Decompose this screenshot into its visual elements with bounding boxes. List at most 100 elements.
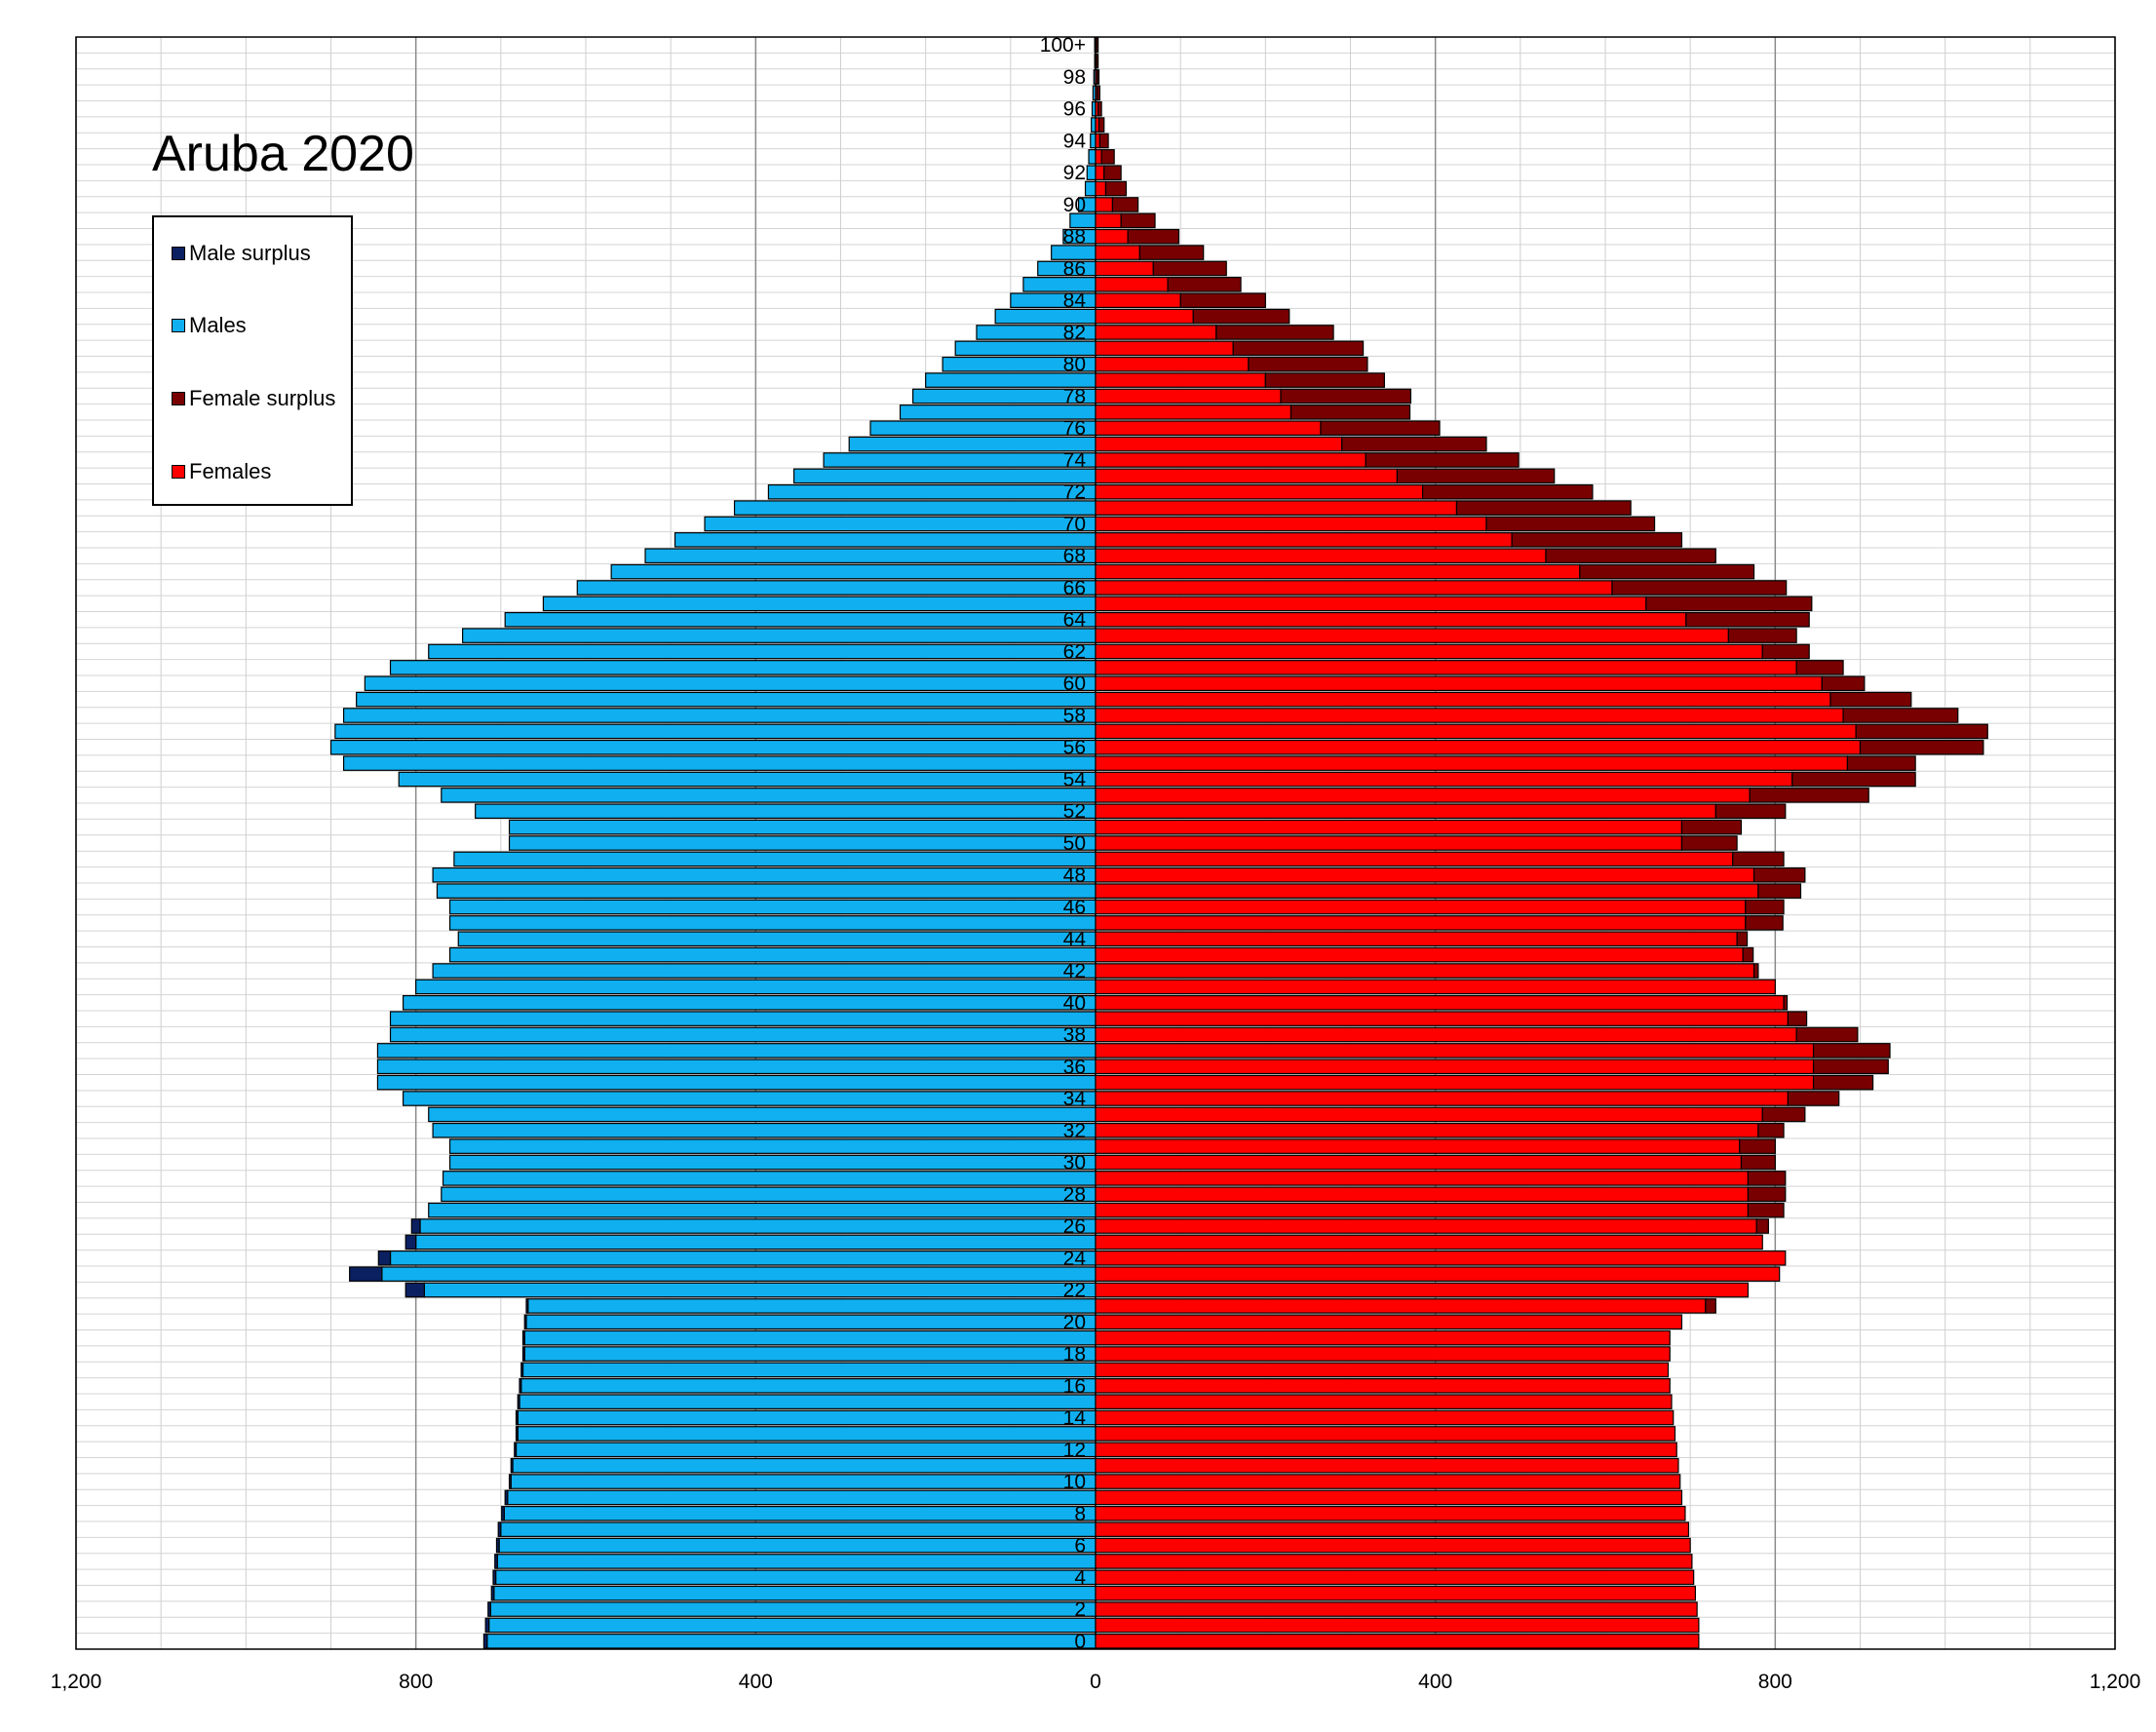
bar-male-surplus <box>492 1569 497 1586</box>
bar-female-surplus <box>1855 723 1988 740</box>
bar-male <box>442 1171 1097 1186</box>
age-tick-label: 34 <box>1063 1088 1087 1110</box>
bar-female <box>1095 516 1487 532</box>
age-tick-label: 62 <box>1063 640 1086 663</box>
age-tick-label: 90 <box>1063 194 1086 216</box>
bar-male-surplus <box>349 1266 383 1282</box>
bar-male <box>428 1106 1097 1123</box>
bar-female <box>1095 228 1129 245</box>
bar-male <box>1084 180 1097 197</box>
bar-female <box>1095 691 1831 708</box>
bar-female <box>1095 1043 1815 1058</box>
bar-female <box>1095 1074 1815 1091</box>
bar-female-surplus <box>1097 100 1102 117</box>
bar-female-surplus <box>1795 660 1844 675</box>
age-tick-label: 86 <box>1063 257 1086 280</box>
bar-male <box>520 1378 1097 1394</box>
bar-female <box>1095 548 1547 564</box>
bar-female <box>1095 628 1729 643</box>
age-tick-label: 40 <box>1063 992 1086 1015</box>
bar-male <box>488 1617 1097 1634</box>
bar-male <box>792 468 1097 484</box>
x-tick-label: 400 <box>739 1671 773 1693</box>
bar-female <box>1095 723 1857 740</box>
bar-male <box>848 436 1097 452</box>
bar-male <box>389 660 1097 675</box>
bar-male <box>504 611 1097 628</box>
age-tick-label: 12 <box>1063 1439 1086 1461</box>
bar-female <box>1095 165 1105 180</box>
bar-female <box>1095 180 1107 197</box>
bar-female-surplus <box>1167 277 1242 292</box>
bar-female-surplus <box>1821 675 1866 692</box>
bar-female <box>1095 260 1154 277</box>
age-tick-label: 98 <box>1063 66 1086 89</box>
bar-female <box>1095 1266 1781 1282</box>
bar-female <box>1095 771 1793 788</box>
bar-female-surplus <box>1096 53 1099 69</box>
legend-swatch-males <box>172 319 185 332</box>
bar-female-surplus <box>1757 1122 1785 1138</box>
bar-male-surplus <box>410 1218 421 1234</box>
age-tick-label: 54 <box>1063 768 1087 790</box>
bar-male <box>342 708 1097 723</box>
bar-female-surplus <box>1645 596 1813 612</box>
bar-female <box>1095 388 1282 404</box>
bar-male-surplus <box>519 1378 522 1394</box>
bar-female-surplus <box>1812 1058 1889 1075</box>
bar-female <box>1095 197 1114 212</box>
bar-female <box>1095 452 1367 468</box>
age-tick-label: 78 <box>1063 385 1086 407</box>
age-tick-label: 10 <box>1063 1471 1086 1493</box>
bar-male <box>517 1409 1097 1426</box>
bar-female-surplus <box>1846 755 1916 771</box>
age-tick-label: 24 <box>1063 1248 1087 1270</box>
bar-female <box>1095 675 1823 692</box>
age-tick-label: 38 <box>1063 1024 1086 1047</box>
age-tick-label: 76 <box>1063 417 1086 440</box>
bar-female-surplus <box>1747 1202 1785 1218</box>
bar-female-surplus <box>1732 851 1785 867</box>
age-tick-label: 58 <box>1063 705 1086 727</box>
bar-male <box>1090 133 1097 149</box>
bar-female <box>1095 1569 1695 1586</box>
age-tick-label: 36 <box>1063 1056 1086 1078</box>
age-tick-label: 94 <box>1063 130 1087 152</box>
bar-male <box>576 580 1097 596</box>
bar-female <box>1095 946 1744 963</box>
age-tick-label: 22 <box>1063 1280 1086 1302</box>
bar-female-surplus <box>1812 1043 1891 1058</box>
bar-female <box>1095 1489 1683 1506</box>
bar-male <box>462 628 1097 643</box>
bar-female-surplus <box>1215 325 1334 340</box>
bar-female-surplus <box>1736 931 1749 947</box>
age-tick-label: 80 <box>1063 354 1086 376</box>
legend-item-female-surplus: Female surplus <box>172 386 335 411</box>
x-tick-label: 400 <box>1418 1671 1452 1693</box>
bar-female-surplus <box>1745 899 1785 915</box>
age-tick-label: 84 <box>1063 289 1087 312</box>
bar-female <box>1095 708 1844 723</box>
age-tick-label: 20 <box>1063 1311 1086 1333</box>
bar-male <box>523 1346 1097 1362</box>
legend-swatch-female-surplus <box>172 392 185 405</box>
age-tick-label: 100+ <box>1040 34 1086 57</box>
bar-female <box>1095 963 1755 979</box>
x-tick-label: 1,200 <box>51 1671 102 1693</box>
bar-female <box>1095 468 1399 484</box>
age-tick-label: 68 <box>1063 545 1086 567</box>
bar-female <box>1095 851 1734 867</box>
age-tick-label: 0 <box>1074 1631 1086 1653</box>
bar-male <box>364 675 1097 692</box>
bar-male <box>512 1457 1097 1474</box>
age-tick-label: 16 <box>1063 1375 1086 1398</box>
bar-male <box>1091 117 1097 133</box>
bar-male <box>823 452 1097 468</box>
bar-female <box>1095 1202 1750 1218</box>
bar-female-surplus <box>1752 963 1759 979</box>
bar-female <box>1095 788 1751 803</box>
bar-female-surplus <box>1421 483 1594 500</box>
bar-female <box>1095 643 1763 660</box>
bar-female-surplus <box>1485 516 1656 532</box>
bar-male-surplus <box>517 1394 520 1409</box>
